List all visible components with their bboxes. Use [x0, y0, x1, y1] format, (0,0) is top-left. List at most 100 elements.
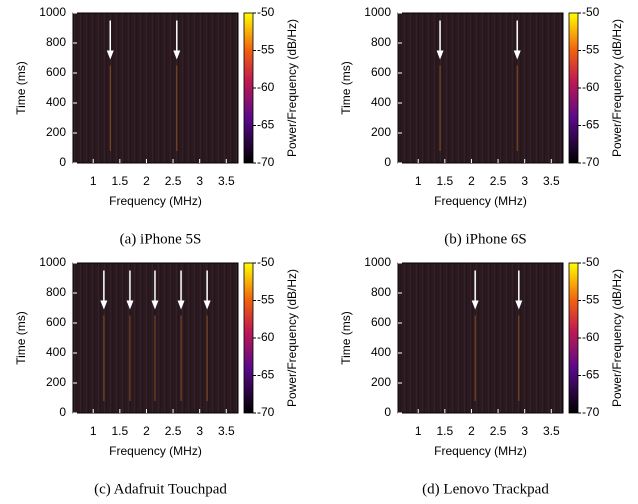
colorbar-tick-label: -60	[257, 80, 275, 94]
y-tick-label: 800	[46, 35, 66, 49]
colorbar-tick-label: -60	[582, 80, 600, 94]
x-tick-label: 3.5	[543, 424, 560, 438]
arrow-head	[126, 300, 134, 310]
x-tick-label: 1	[90, 174, 97, 188]
x-tick-label: 1.5	[436, 424, 453, 438]
x-tick-label: 1	[90, 424, 97, 438]
colorbar-tick-label: -65	[257, 118, 275, 132]
y-tick-label: 600	[46, 315, 66, 329]
colorbar-tick-label: -55	[582, 43, 600, 57]
plot-frame	[72, 262, 239, 414]
y-tick-label: 1000	[39, 255, 66, 269]
x-tick-label: 2	[468, 424, 475, 438]
arrow-head	[151, 300, 159, 310]
colorbar-tick-label: -70	[257, 405, 275, 419]
colorbar-label: Power/Frequency (dB/Hz)	[610, 19, 624, 157]
x-axis-label: Frequency (MHz)	[434, 444, 527, 458]
x-tick-label: 2.5	[490, 424, 507, 438]
y-tick-label: 200	[371, 125, 391, 139]
spectrogram	[73, 13, 238, 163]
y-tick-label: 0	[384, 405, 391, 419]
x-tick-label: 3	[196, 174, 203, 188]
x-tick-label: 3.5	[218, 174, 235, 188]
x-tick-label: 2	[143, 424, 150, 438]
y-tick-label: 600	[371, 65, 391, 79]
y-tick-label: 200	[371, 375, 391, 389]
colorbar-tick-label: -55	[257, 293, 275, 307]
arrow-head	[203, 300, 211, 310]
y-tick-label: 800	[371, 35, 391, 49]
y-axis-label: Time (ms)	[339, 311, 353, 365]
x-tick-label: 1.5	[111, 174, 128, 188]
plot-frame	[397, 12, 564, 164]
colorbar-tick-label: -65	[257, 368, 275, 382]
x-tick-label: 2.5	[490, 174, 507, 188]
colorbar-tick-label: -70	[257, 155, 275, 169]
x-tick-label: 2.5	[165, 424, 182, 438]
y-tick-label: 800	[371, 285, 391, 299]
x-axis-label: Frequency (MHz)	[109, 194, 202, 208]
y-axis-label: Time (ms)	[14, 311, 28, 365]
arrow-head	[513, 50, 521, 60]
colorbar-tick-label: -65	[582, 118, 600, 132]
y-tick-label: 1000	[39, 5, 66, 19]
x-axis-label: Frequency (MHz)	[434, 194, 527, 208]
colorbar	[568, 262, 579, 414]
y-tick-label: 0	[59, 405, 66, 419]
colorbar-tick-label: -65	[582, 368, 600, 382]
x-tick-label: 3.5	[218, 424, 235, 438]
x-tick-label: 3	[196, 424, 203, 438]
arrow-head	[436, 50, 444, 60]
colorbar-tick-label: -50	[582, 5, 600, 19]
colorbar	[568, 12, 579, 164]
colorbar-tick-label: -60	[582, 330, 600, 344]
colorbar-tick-label: -70	[582, 405, 600, 419]
plot-frame	[397, 262, 564, 414]
x-tick-label: 1.5	[111, 424, 128, 438]
y-tick-label: 1000	[364, 5, 391, 19]
x-tick-label: 3	[521, 174, 528, 188]
y-tick-label: 1000	[364, 255, 391, 269]
x-tick-label: 1.5	[436, 174, 453, 188]
y-tick-label: 400	[46, 95, 66, 109]
x-tick-label: 1	[415, 174, 422, 188]
x-tick-label: 2	[143, 174, 150, 188]
arrow-head	[100, 300, 108, 310]
colorbar	[243, 12, 254, 164]
arrow-head	[106, 50, 114, 60]
x-tick-label: 3	[521, 424, 528, 438]
colorbar-tick-label: -70	[582, 155, 600, 169]
colorbar-tick-label: -50	[582, 255, 600, 269]
colorbar-label: Power/Frequency (dB/Hz)	[610, 269, 624, 407]
colorbar-tick-label: -50	[257, 5, 275, 19]
y-axis-label: Time (ms)	[339, 61, 353, 115]
colorbar-tick-label: -60	[257, 330, 275, 344]
colorbar	[243, 262, 254, 414]
y-tick-label: 400	[371, 345, 391, 359]
x-axis-label: Frequency (MHz)	[109, 444, 202, 458]
y-tick-label: 200	[46, 375, 66, 389]
y-tick-label: 800	[46, 285, 66, 299]
spectrogram	[398, 13, 563, 163]
caption: (c) Adafruit Touchpad	[94, 481, 227, 497]
x-tick-label: 3.5	[543, 174, 560, 188]
arrow-head	[173, 50, 181, 60]
y-tick-label: 400	[46, 345, 66, 359]
y-tick-label: 0	[384, 155, 391, 169]
y-tick-label: 0	[59, 155, 66, 169]
caption: (a) iPhone 5S	[120, 231, 202, 247]
caption: (d) Lenovo Trackpad	[422, 481, 549, 497]
x-tick-label: 2.5	[165, 174, 182, 188]
colorbar-tick-label: -50	[257, 255, 275, 269]
colorbar-label: Power/Frequency (dB/Hz)	[285, 269, 299, 407]
colorbar-label: Power/Frequency (dB/Hz)	[285, 19, 299, 157]
caption: (b) iPhone 6S	[444, 231, 527, 247]
arrow-head	[515, 300, 523, 310]
colorbar-tick-label: -55	[257, 43, 275, 57]
plot-frame	[72, 12, 239, 164]
y-axis-label: Time (ms)	[14, 61, 28, 115]
y-tick-label: 200	[46, 125, 66, 139]
x-tick-label: 1	[415, 424, 422, 438]
arrow-head	[471, 300, 479, 310]
